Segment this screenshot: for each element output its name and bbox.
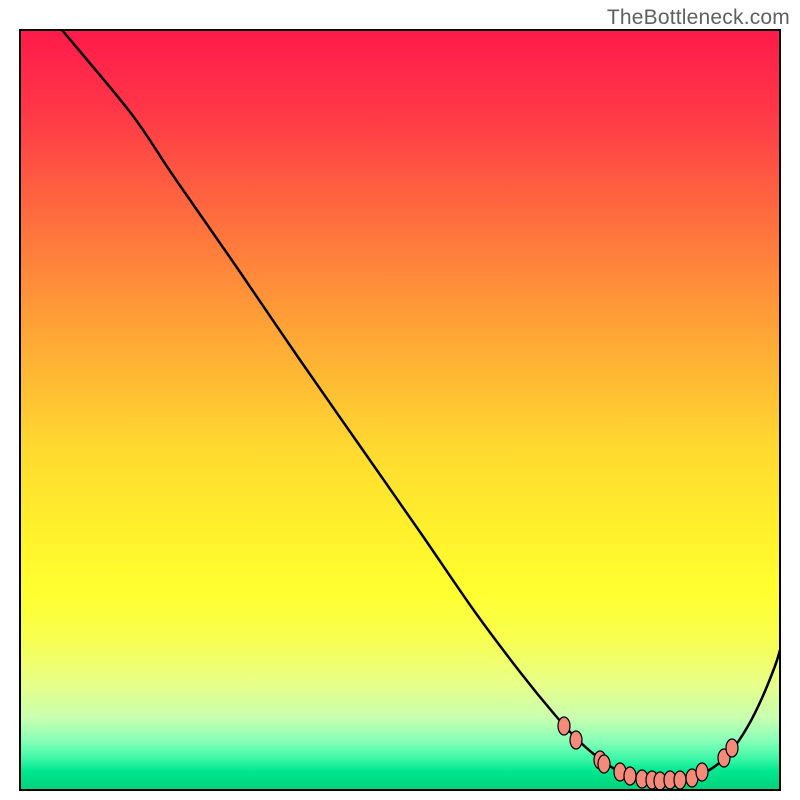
data-marker xyxy=(674,771,686,789)
bottleneck-chart xyxy=(0,0,800,800)
data-marker xyxy=(726,739,738,757)
data-marker xyxy=(558,717,570,735)
data-marker xyxy=(598,755,610,773)
data-marker xyxy=(624,767,636,785)
chart-container: TheBottleneck.com xyxy=(0,0,800,800)
data-marker xyxy=(570,731,582,749)
watermark-label: TheBottleneck.com xyxy=(607,6,790,30)
data-marker xyxy=(696,763,708,781)
gradient-background xyxy=(20,30,780,790)
